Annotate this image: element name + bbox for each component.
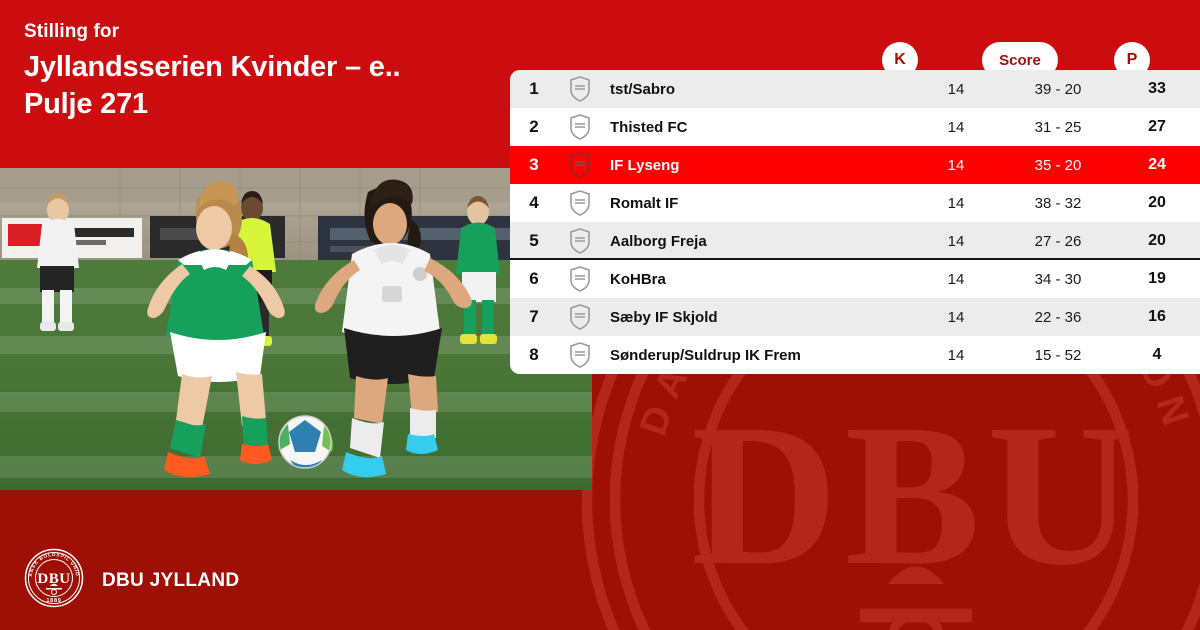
row-team-name: IF Lyseng (610, 156, 680, 174)
club-crest-icon (558, 228, 602, 254)
row-position: 4 (529, 193, 539, 212)
row-team-name: Sæby IF Skjold (610, 308, 718, 326)
row-matches-played: 14 (947, 346, 965, 364)
row-points: 19 (1148, 270, 1166, 287)
svg-text:1889: 1889 (46, 598, 61, 604)
row-points: 20 (1148, 194, 1166, 211)
footer-org-label: DBU JYLLAND (102, 569, 240, 591)
row-position: 1 (529, 79, 539, 98)
page-title: Jyllandsserien Kvinder – e.. Pulje 271 (24, 51, 401, 120)
row-team-name: Thisted FC (610, 118, 688, 136)
club-crest-icon (558, 190, 602, 216)
row-position: 5 (529, 231, 539, 250)
row-points: 24 (1148, 156, 1166, 173)
club-crest-icon (558, 76, 602, 102)
row-matches-played: 14 (947, 232, 965, 250)
row-goal-score: 34 - 30 (1034, 270, 1082, 288)
row-team-name: tst/Sabro (610, 80, 676, 98)
standings-row[interactable]: 4 Romalt IF 14 38 - 32 20 (510, 184, 1200, 222)
row-team-name: Sønderup/Suldrup IK Frem (610, 346, 801, 364)
dbu-logo-icon: DANSK BOLDSPIL UNION DBU 1889 (22, 544, 84, 613)
row-matches-played: 14 (947, 270, 965, 288)
row-goal-score: 38 - 32 (1034, 194, 1082, 212)
row-matches-played: 14 (947, 156, 965, 174)
club-crest-icon (558, 152, 602, 178)
row-goal-score: 31 - 25 (1034, 118, 1082, 136)
row-position: 2 (529, 117, 539, 136)
club-crest-icon (558, 342, 602, 368)
club-crest-icon (558, 114, 602, 140)
row-position: 7 (529, 307, 539, 326)
standings-row[interactable]: 8 Sønderup/Suldrup IK Frem 14 15 - 52 4 (510, 336, 1200, 374)
footer-block: DANSK BOLDSPIL UNION DBU 1889 DBU JYLLAN… (22, 544, 240, 613)
standings-row[interactable]: 1 tst/Sabro 14 39 - 20 33 (510, 70, 1200, 108)
row-team-name: Aalborg Freja (610, 232, 707, 250)
svg-text:DBU: DBU (37, 571, 70, 587)
header-block: Stilling for Jyllandsserien Kvinder – e.… (24, 20, 504, 123)
club-crest-icon (558, 304, 602, 330)
standings-row[interactable]: 7 Sæby IF Skjold 14 22 - 36 16 (510, 298, 1200, 336)
row-matches-played: 14 (947, 118, 965, 136)
row-position: 6 (529, 269, 539, 288)
row-matches-played: 14 (947, 80, 965, 98)
standings-row[interactable]: 6 KoHBra 14 34 - 30 19 (510, 260, 1200, 298)
row-points: 20 (1148, 232, 1166, 249)
row-points: 16 (1148, 308, 1166, 325)
row-matches-played: 14 (947, 308, 965, 326)
row-goal-score: 22 - 36 (1034, 308, 1082, 326)
match-photo (0, 168, 592, 490)
row-goal-score: 27 - 26 (1034, 232, 1082, 250)
row-points: 33 (1148, 80, 1166, 97)
row-points: 27 (1148, 118, 1166, 135)
standings-row[interactable]: 5 Aalborg Freja 14 27 - 26 20 (510, 222, 1200, 260)
header-kicker: Stilling for (24, 21, 120, 42)
standings-table: 1 tst/Sabro 14 39 - 20 33 2 Thisted FC 14 31 -… (510, 70, 1200, 374)
standings-row[interactable]: 2 Thisted FC 14 31 - 25 27 (510, 108, 1200, 146)
row-position: 8 (529, 345, 539, 364)
row-goal-score: 15 - 52 (1034, 346, 1082, 364)
row-team-name: Romalt IF (610, 194, 679, 212)
standings-row[interactable]: 3 IF Lyseng 14 35 - 20 24 (510, 146, 1200, 184)
row-points: 4 (1152, 346, 1162, 363)
row-matches-played: 14 (947, 194, 965, 212)
row-goal-score: 39 - 20 (1034, 80, 1082, 98)
club-crest-icon (558, 266, 602, 292)
row-team-name: KoHBra (610, 270, 666, 288)
row-goal-score: 35 - 20 (1034, 156, 1082, 174)
row-position: 3 (529, 155, 539, 174)
